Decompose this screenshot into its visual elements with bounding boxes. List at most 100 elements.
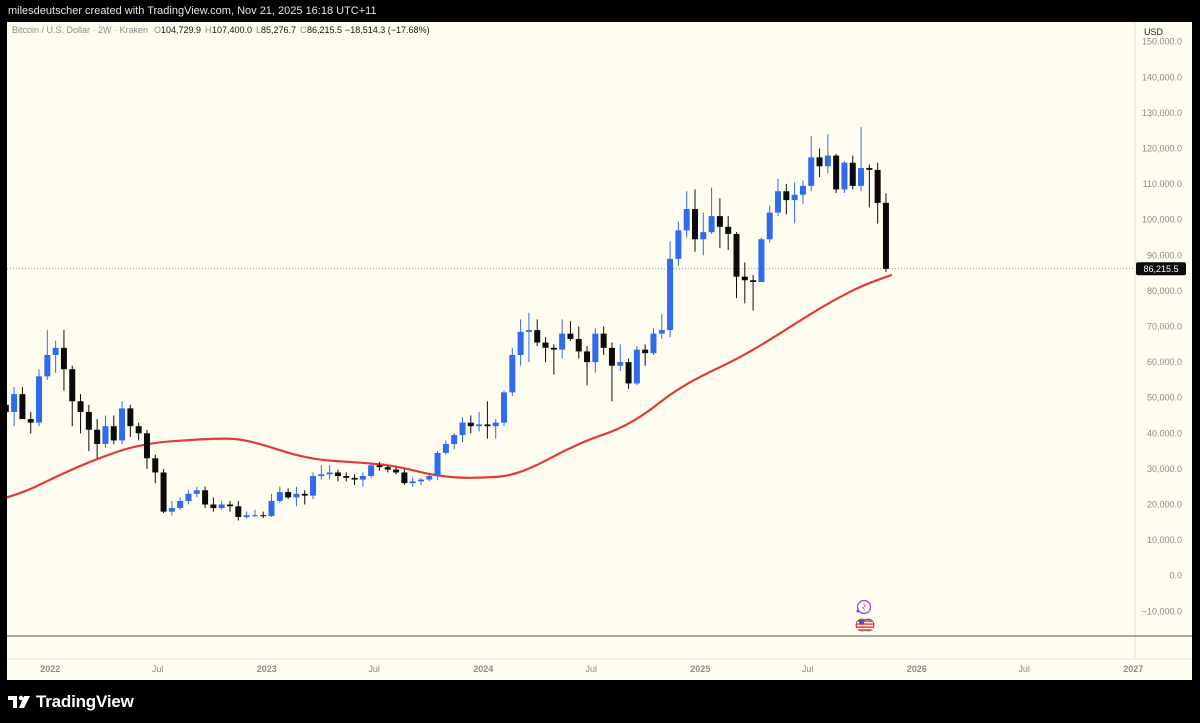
candle-body — [359, 476, 366, 480]
candle — [650, 328, 657, 355]
candle — [19, 387, 26, 420]
candle — [658, 314, 665, 339]
candle — [766, 205, 773, 243]
y-tick-label: 110,000.0 — [1143, 179, 1182, 189]
crypto-event-icon[interactable] — [856, 599, 872, 615]
x-axis-ticks: 2022 Jul 2023 Jul 2024 Jul 2025 Jul 2026 Jul 2027 — [40, 664, 1143, 674]
candle-body — [725, 226, 732, 234]
candle-body — [127, 408, 134, 427]
candle — [376, 461, 383, 471]
tradingview-logo[interactable]: TradingView — [8, 692, 134, 712]
candle-body — [310, 476, 317, 496]
candle — [152, 454, 159, 484]
us-flag-icon[interactable] — [855, 618, 875, 632]
x-tick-label: 2024 — [473, 664, 493, 674]
candle-body — [824, 155, 831, 167]
candle — [442, 440, 449, 455]
x-tick-label: 2022 — [40, 664, 60, 674]
legend-ohlc: O 104,729.9 H 107,400.0 L 85,276.7 C 86,… — [154, 25, 430, 35]
candlestick-chart[interactable]: Bitcoin / U.S. Dollar · 2W · Kraken O 10… — [7, 22, 1192, 680]
x-tick-label: 2026 — [907, 664, 927, 674]
candle — [824, 134, 831, 174]
candle — [758, 237, 765, 282]
legend-close-value: 86,215.5 — [307, 25, 342, 35]
candle-body — [227, 504, 234, 507]
candle — [301, 490, 308, 505]
candle — [725, 216, 732, 250]
candle-body — [833, 155, 840, 190]
candle — [492, 419, 499, 439]
candle-body — [841, 162, 848, 190]
candle-body — [110, 426, 117, 441]
candle — [882, 193, 889, 273]
candle-body — [750, 280, 757, 282]
tradingview-logo-text: TradingView — [36, 692, 134, 711]
candle — [667, 241, 674, 338]
candle — [517, 319, 524, 366]
candle — [575, 326, 582, 359]
candle-body — [243, 515, 250, 517]
y-tick-label: 70,000.0 — [1147, 322, 1182, 332]
candle-body — [451, 435, 458, 444]
candle-body — [484, 424, 491, 427]
candle-body — [675, 230, 682, 259]
candle — [691, 189, 698, 252]
candle-body — [667, 258, 674, 331]
x-tick-label: 2025 — [690, 664, 710, 674]
candle-body — [193, 490, 200, 494]
candle-body — [758, 239, 765, 282]
candle — [642, 344, 649, 366]
legend-change: −18,514.3 (−17.68%) — [345, 25, 430, 35]
candle-body — [409, 481, 416, 484]
author-caption: milesdeutscher created with TradingView.… — [8, 5, 377, 17]
candle-body — [376, 465, 383, 468]
candle — [592, 328, 599, 373]
legend-low-label: L — [256, 25, 261, 35]
candle-body — [716, 216, 723, 227]
candle-body — [882, 202, 889, 269]
candle-body — [783, 191, 790, 201]
candle-body — [650, 333, 657, 354]
candle — [368, 463, 375, 478]
candle-body — [467, 422, 474, 427]
candle — [858, 127, 865, 192]
event-markers[interactable] — [855, 599, 875, 632]
candle-body — [575, 338, 582, 352]
candle-body — [567, 333, 574, 339]
candle — [501, 390, 508, 427]
candle-body — [210, 504, 217, 509]
candle-body — [874, 169, 881, 203]
candle — [293, 486, 300, 507]
candle — [866, 164, 873, 208]
candle-body — [550, 347, 557, 350]
candle — [143, 429, 150, 469]
candle — [401, 468, 408, 485]
candle-body — [517, 331, 524, 355]
candle-body — [775, 191, 782, 213]
candle — [874, 162, 881, 224]
candle-body — [334, 472, 341, 477]
candle-body — [617, 362, 624, 366]
chart-frame[interactable]: Bitcoin / U.S. Dollar · 2W · Kraken O 10… — [7, 22, 1192, 680]
y-tick-label: 60,000.0 — [1147, 357, 1182, 367]
candle — [251, 509, 258, 517]
candle — [276, 486, 283, 503]
candle-body — [19, 394, 26, 420]
candle — [683, 191, 690, 238]
candle — [816, 148, 823, 177]
candle — [525, 312, 532, 363]
last-price-tag: 86,215.5 — [1136, 262, 1186, 276]
candle — [567, 321, 574, 341]
candle-body — [799, 185, 806, 195]
candle — [384, 465, 391, 473]
chart-caption-bar: milesdeutscher created with TradingView.… — [0, 0, 1200, 22]
x-tick-label: Jul — [368, 664, 380, 674]
candle — [451, 433, 458, 450]
candle — [808, 136, 815, 192]
candle — [110, 415, 117, 444]
candle-body — [152, 458, 159, 473]
candle — [334, 469, 341, 482]
candle — [52, 340, 59, 373]
candle — [775, 178, 782, 217]
candle — [708, 187, 715, 234]
